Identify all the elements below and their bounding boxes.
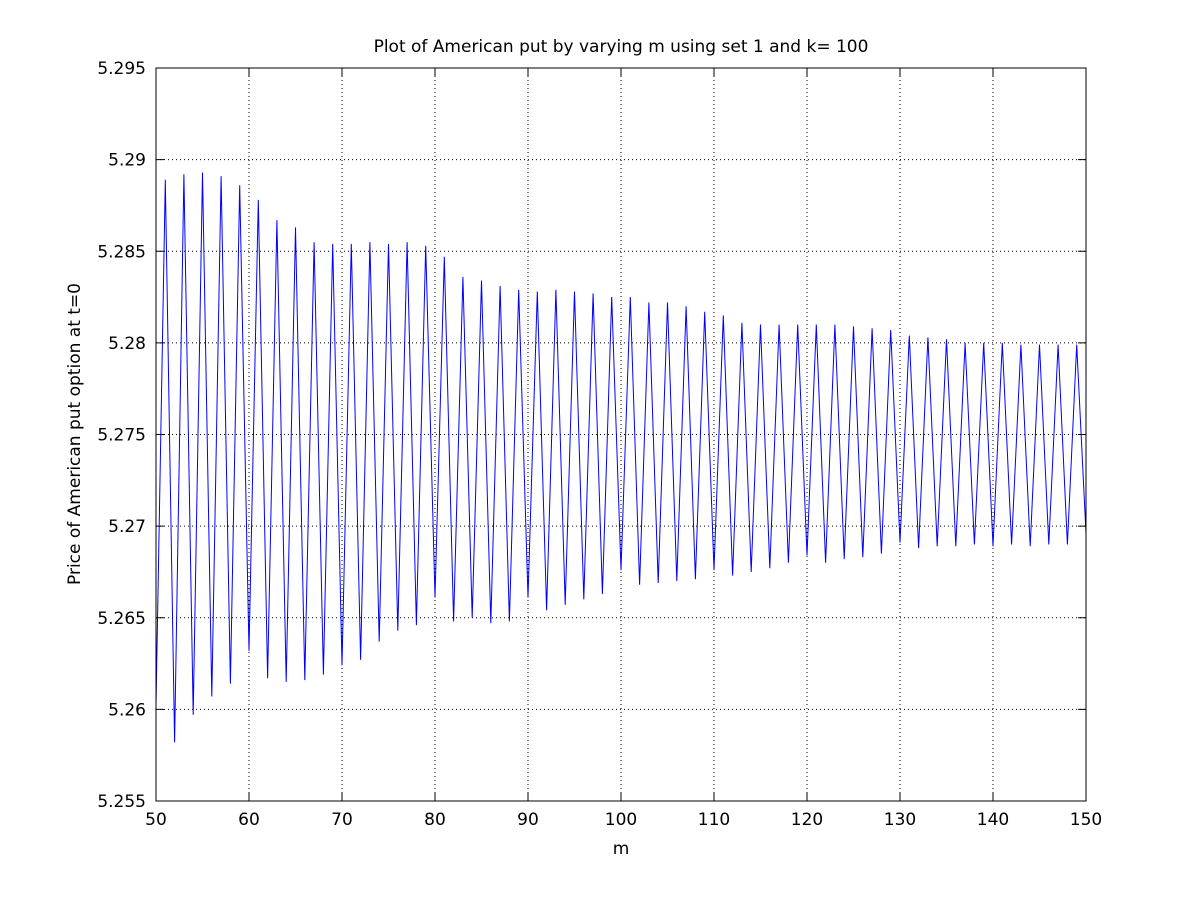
y-tick-label: 5.285 bbox=[97, 242, 146, 262]
x-tick-label: 80 bbox=[424, 810, 446, 830]
x-tick-label: 60 bbox=[238, 810, 260, 830]
y-axis-label: Price of American put option at t=0 bbox=[65, 283, 85, 585]
y-tick-label: 5.26 bbox=[108, 700, 146, 720]
x-tick-label: 120 bbox=[791, 810, 823, 830]
chart-title: Plot of American put by varying m using … bbox=[374, 37, 869, 57]
x-tick-label: 70 bbox=[331, 810, 353, 830]
y-tick-label: 5.265 bbox=[97, 609, 146, 629]
grid bbox=[156, 68, 1086, 801]
x-tick-label: 140 bbox=[977, 810, 1009, 830]
y-axis: 5.255 5.26 5.265 5.27 5.275 5.28 5.285 5.29 5.29… bbox=[97, 59, 1086, 812]
x-tick-label: 130 bbox=[884, 810, 916, 830]
y-tick-label: 5.29 bbox=[108, 151, 146, 171]
y-tick-label: 5.28 bbox=[108, 334, 146, 354]
y-tick-label: 5.255 bbox=[97, 792, 146, 812]
y-tick-label: 5.295 bbox=[97, 59, 146, 79]
y-tick-label: 5.27 bbox=[108, 517, 146, 537]
x-tick-label: 100 bbox=[605, 810, 637, 830]
x-tick-label: 50 bbox=[145, 810, 167, 830]
series-line bbox=[155, 172, 1087, 743]
y-tick-label: 5.275 bbox=[97, 426, 146, 446]
x-axis-label: m bbox=[613, 839, 630, 859]
x-tick-label: 90 bbox=[517, 810, 539, 830]
x-tick-label: 110 bbox=[698, 810, 730, 830]
x-tick-label: 150 bbox=[1070, 810, 1102, 830]
series-group bbox=[155, 172, 1087, 743]
x-axis: 50 60 70 80 90 100 110 120 130 140 150 bbox=[145, 68, 1102, 830]
